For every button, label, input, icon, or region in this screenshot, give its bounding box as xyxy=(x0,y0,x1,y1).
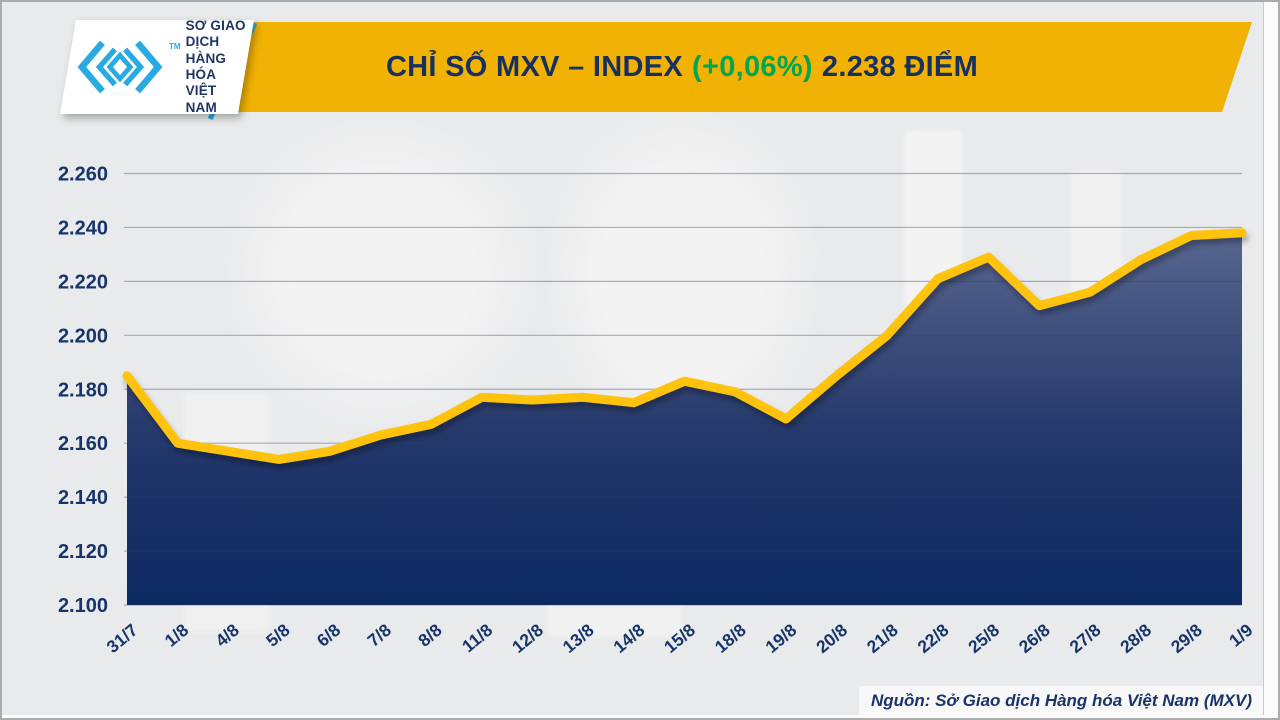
x-axis-tick-label: 27/8 xyxy=(1066,620,1105,657)
y-axis-tick-label: 2.180 xyxy=(58,379,108,401)
x-axis-tick-label: 22/8 xyxy=(914,620,953,657)
x-axis-tick-label: 14/8 xyxy=(609,620,648,657)
x-axis-tick-label: 13/8 xyxy=(559,620,598,657)
x-axis-tick-label: 31/7 xyxy=(103,620,142,657)
logo-text-line3: VIỆT NAM xyxy=(185,83,217,115)
x-axis-tick-label: 20/8 xyxy=(812,620,851,657)
world-map-watermark xyxy=(217,107,547,437)
frame-gutter-bottom xyxy=(2,715,1278,718)
logo-text-line1: SỞ GIAO DỊCH xyxy=(185,17,246,50)
trademark-mark: TM xyxy=(169,42,181,51)
index-area xyxy=(127,232,1242,606)
index-line xyxy=(122,228,1247,464)
x-axis-tick-label: 5/8 xyxy=(262,620,294,651)
y-axis-tick-label: 2.260 xyxy=(58,164,108,186)
y-axis-tick-label: 2.200 xyxy=(58,325,108,347)
x-axis-tick-label: 15/8 xyxy=(660,620,699,657)
mxv-logo: TM SỞ GIAO DỊCH HÀNG HÓA VIỆT NAM xyxy=(60,20,254,114)
title-index-name: CHỈ SỐ MXV – INDEX xyxy=(385,50,684,83)
mxv-chevron-icon xyxy=(76,36,164,98)
source-credit: Nguồn: Sở Giao dịch Hàng hóa Việt Nam (M… xyxy=(858,686,1264,716)
y-axis-tick-label: 2.140 xyxy=(58,487,108,509)
y-axis-tick-label: 2.120 xyxy=(58,541,108,563)
chart-title: CHỈ SỐ MXV – INDEX (+0,06%) 2.238 ĐIỂM xyxy=(152,22,1212,112)
x-axis-tick-label: 29/8 xyxy=(1167,620,1206,657)
header-banner xyxy=(102,22,1252,112)
x-axis-tick-label: 1/9 xyxy=(1225,620,1257,651)
x-axis-tick-label: 18/8 xyxy=(711,620,750,657)
x-axis-tick-label: 11/8 xyxy=(458,620,496,657)
x-axis-tick-label: 4/8 xyxy=(211,620,243,651)
x-axis-tick-label: 1/8 xyxy=(161,620,193,651)
y-axis-tick-label: 2.160 xyxy=(58,433,108,455)
y-axis-tick-label: 2.240 xyxy=(58,217,108,239)
y-axis-tick-label: 2.100 xyxy=(58,595,108,617)
x-axis-tick-label: 25/8 xyxy=(964,620,1003,657)
logo-text-line2: HÀNG HÓA xyxy=(185,50,227,82)
frame-gutter-right xyxy=(1263,2,1278,718)
y-axis-tick-label: 2.220 xyxy=(58,271,108,293)
x-axis-tick-label: 19/8 xyxy=(761,620,800,657)
x-axis-tick-label: 21/8 xyxy=(863,620,902,657)
x-axis-tick-label: 28/8 xyxy=(1116,620,1155,657)
x-axis-tick-label: 26/8 xyxy=(1015,620,1054,657)
x-axis-tick-label: 8/8 xyxy=(414,620,446,651)
title-index-value: 2.238 ĐIỂM xyxy=(821,50,979,83)
x-axis-tick-label: 6/8 xyxy=(313,620,345,651)
mxv-logo-card: TM SỞ GIAO DỊCH HÀNG HÓA VIỆT NAM xyxy=(60,20,254,114)
x-axis-tick-label: 7/8 xyxy=(363,620,395,651)
x-axis-tick-label: 12/8 xyxy=(508,620,547,657)
title-change-percent: (+0,06%) xyxy=(692,50,813,83)
logo-text: SỞ GIAO DỊCH HÀNG HÓA VIỆT NAM xyxy=(186,18,248,117)
